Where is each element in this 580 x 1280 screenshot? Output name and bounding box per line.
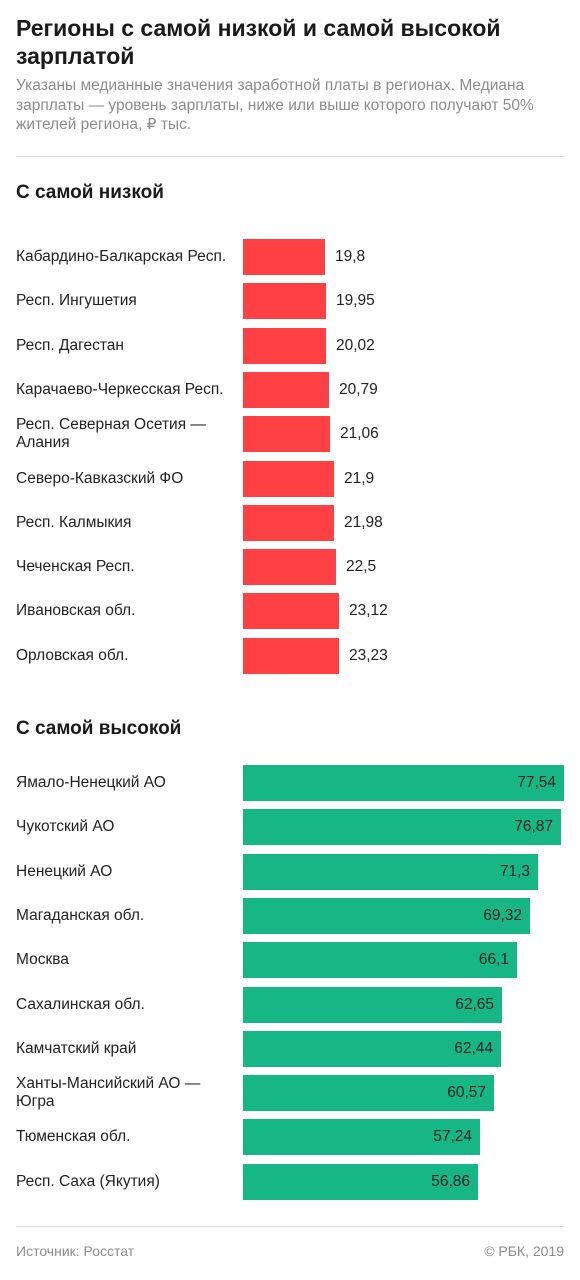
value-label: 19,95: [336, 292, 375, 309]
bar: [243, 898, 530, 934]
bar-row: Ивановская обл. 23,12: [0, 593, 580, 629]
value-label: 23,12: [349, 602, 388, 619]
bar: [243, 461, 334, 497]
category-label: Ханты-Мансийский АО — Югра: [16, 1075, 201, 1110]
category-label: Ямало-Ненецкий АО: [16, 774, 166, 791]
category-label: Москва: [16, 951, 69, 968]
bar-row: Тюменская обл. 57,24: [0, 1119, 580, 1155]
bar: [243, 549, 336, 585]
bar-row: Респ. Калмыкия 21,98: [0, 505, 580, 541]
category-label: Респ. Северная Осетия — Алания: [16, 416, 206, 451]
section-title-lowest: С самой низкой: [16, 182, 164, 203]
value-label: 69,32: [483, 907, 522, 924]
bar-row: Москва 66,1: [0, 942, 580, 978]
value-label: 71,3: [499, 863, 530, 880]
bar-row: Ханты-Мансийский АО — Югра 60,57: [0, 1075, 580, 1111]
category-label: Респ. Калмыкия: [16, 514, 132, 531]
bar-row: Чеченская Респ. 22,5: [0, 549, 580, 585]
bar: [243, 593, 339, 629]
bar-row: Респ. Дагестан 20,02: [0, 328, 580, 364]
bar: [243, 942, 517, 978]
category-label: Сахалинская обл.: [16, 996, 145, 1013]
bar: [243, 1075, 494, 1111]
value-label: 77,54: [517, 774, 556, 791]
category-label: Северо-Кавказский ФО: [16, 470, 184, 487]
footer-divider: [16, 1226, 564, 1227]
bar: [243, 372, 329, 408]
bar: [243, 854, 538, 890]
category-label: Ивановская обл.: [16, 602, 136, 619]
value-label: 66,1: [478, 951, 509, 968]
value-label: 21,06: [340, 425, 379, 442]
value-label: 57,24: [433, 1128, 472, 1145]
bar: [243, 809, 561, 845]
bar-row: Камчатский край 62,44: [0, 1031, 580, 1067]
category-label: Ненецкий АО: [16, 863, 113, 880]
category-label: Магаданская обл.: [16, 907, 145, 924]
bar-row: Чукотский АО 76,87: [0, 809, 580, 845]
category-label: Респ. Ингушетия: [16, 292, 137, 309]
category-label: Чукотский АО: [16, 818, 115, 835]
source-note: Источник: Росстат: [16, 1243, 135, 1259]
chart-title: Регионы с самой низкой и самой высокой з…: [16, 15, 501, 69]
category-label: Орловская обл.: [16, 647, 129, 664]
value-label: 20,79: [339, 381, 378, 398]
bar-row: Респ. Северная Осетия — Алания 21,06: [0, 416, 580, 452]
bar: [243, 239, 325, 275]
category-label: Камчатский край: [16, 1040, 137, 1057]
bar-row: Ямало-Ненецкий АО 77,54: [0, 765, 580, 801]
value-label: 62,44: [454, 1040, 493, 1057]
category-label: Кабардино-Балкарская Респ.: [16, 248, 227, 265]
value-label: 19,8: [335, 248, 366, 265]
bar-row: Кабардино-Балкарская Респ. 19,8: [0, 239, 580, 275]
bar: [243, 505, 334, 541]
value-label: 20,02: [336, 337, 375, 354]
category-label: Тюменская обл.: [16, 1128, 131, 1145]
category-label: Карачаево-Черкесская Респ.: [16, 381, 224, 398]
section-title-highest: С самой высокой: [16, 718, 182, 739]
bar-row: Респ. Ингушетия 19,95: [0, 283, 580, 319]
bar-row: Северо-Кавказский ФО 21,9: [0, 461, 580, 497]
bar-row: Орловская обл. 23,23: [0, 638, 580, 674]
value-label: 21,9: [344, 470, 375, 487]
bar-row: Ненецкий АО 71,3: [0, 854, 580, 890]
bar: [243, 1164, 478, 1200]
category-label: Респ. Дагестан: [16, 337, 124, 354]
value-label: 23,23: [349, 647, 388, 664]
header-divider: [16, 156, 564, 157]
bar: [243, 416, 330, 452]
bar-row: Респ. Саха (Якутия) 56,86: [0, 1164, 580, 1200]
copyright-note: © РБК, 2019: [484, 1243, 564, 1259]
bar: [243, 328, 326, 364]
value-label: 60,57: [447, 1084, 486, 1101]
bar: [243, 1031, 501, 1067]
bar: [243, 987, 502, 1023]
value-label: 56,86: [431, 1173, 470, 1190]
chart-subtitle: Указаны медианные значения заработной пл…: [16, 77, 534, 133]
bar: [243, 283, 326, 319]
value-label: 76,87: [514, 818, 553, 835]
value-label: 62,65: [455, 996, 494, 1013]
bar-row: Карачаево-Черкесская Респ. 20,79: [0, 372, 580, 408]
value-label: 22,5: [346, 558, 377, 575]
bar: [243, 1119, 480, 1155]
category-label: Респ. Саха (Якутия): [16, 1173, 160, 1190]
bar: [243, 765, 564, 801]
bar-row: Сахалинская обл. 62,65: [0, 987, 580, 1023]
bar-row: Магаданская обл. 69,32: [0, 898, 580, 934]
category-label: Чеченская Респ.: [16, 558, 135, 575]
bar: [243, 638, 339, 674]
value-label: 21,98: [344, 514, 383, 531]
